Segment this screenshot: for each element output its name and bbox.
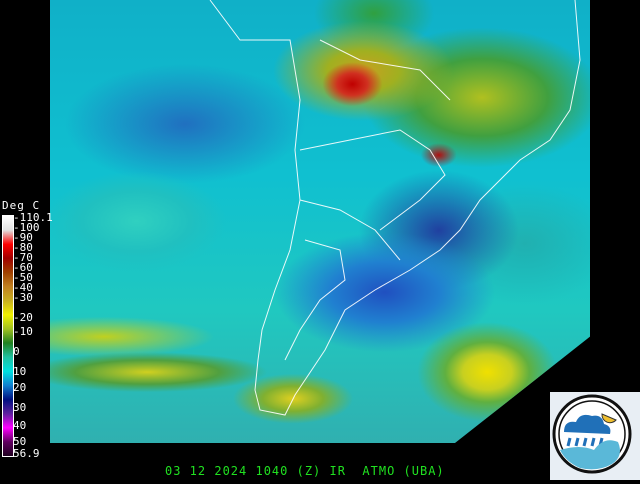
scale-tick-label: 10 (13, 365, 27, 378)
color-scale-bar (2, 215, 14, 457)
scale-tick-label: 50 (13, 435, 27, 448)
scale-tick-label: 0 (13, 345, 20, 358)
scale-tick-label: 40 (13, 419, 27, 432)
scale-tick-label: -10 (13, 325, 33, 338)
scale-tick-label: -20 (13, 311, 33, 324)
scale-tick-label: 56.9 (13, 447, 40, 460)
scale-tick-label: 20 (13, 381, 27, 394)
scale-tick-label: -70 (13, 251, 33, 264)
image-caption: 03 12 2024 1040 (Z) IR ATMO (UBA) (165, 464, 445, 478)
weather-logo-icon (552, 394, 632, 474)
scale-tick-label: -100 (13, 221, 40, 234)
scale-tick-label: 30 (13, 401, 27, 414)
satellite-image (50, 0, 590, 443)
scale-tick-label: -30 (13, 291, 33, 304)
scale-tick-label: -60 (13, 261, 33, 274)
legend-title: Deg C (2, 199, 41, 212)
atmo-uba-logo (550, 392, 640, 480)
scale-tick-label: -110.1 (13, 211, 53, 224)
scale-tick-label: -90 (13, 231, 33, 244)
scale-tick-label: -40 (13, 281, 33, 294)
scale-tick-label: -80 (13, 241, 33, 254)
scale-tick-label: -50 (13, 271, 33, 284)
